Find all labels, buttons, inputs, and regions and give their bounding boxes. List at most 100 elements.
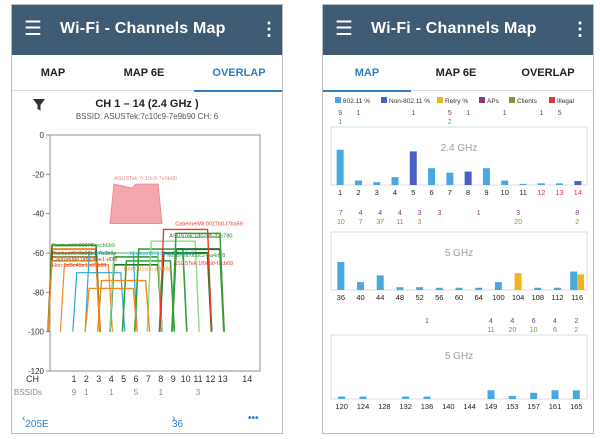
tab-overlap[interactable]: OVERLAP xyxy=(194,55,282,92)
client-count: 37 xyxy=(376,219,384,226)
ap-count: 4 xyxy=(398,210,402,217)
channel-label: 5 xyxy=(411,188,415,197)
channel-bar xyxy=(556,183,564,185)
channel-bar xyxy=(577,274,585,290)
network-label: ASUSTek:7c10c9-7e9b90 xyxy=(114,176,177,182)
more-options-icon[interactable]: ⋮ xyxy=(260,19,278,39)
channel-bar xyxy=(537,183,545,185)
ap-count: 1 xyxy=(539,110,543,117)
channel-curve xyxy=(72,272,126,332)
channel-label: 6 xyxy=(429,188,433,197)
channel-bar xyxy=(501,180,509,185)
client-count: 6 xyxy=(553,327,557,334)
channel-label: 161 xyxy=(549,402,562,411)
legend-label: Retry % xyxy=(445,98,468,105)
legend-swatch xyxy=(437,97,443,103)
channel-bar xyxy=(553,287,561,290)
channel-label: 108 xyxy=(532,293,545,302)
channel-bar xyxy=(338,396,346,399)
legend-label: Illegal xyxy=(557,98,575,105)
more-options-icon[interactable]: ⋮ xyxy=(571,19,589,39)
legend-swatch xyxy=(509,97,515,103)
channel-bar xyxy=(534,287,542,290)
channel-curve xyxy=(47,260,101,332)
channel-bar xyxy=(570,271,578,290)
channel-bar xyxy=(435,287,443,290)
prev-range-label: 205E – 233E xyxy=(25,419,49,433)
app-title: Wi-Fi - Channels Map xyxy=(371,20,537,37)
tab-map[interactable]: MAP xyxy=(12,55,94,91)
client-count: 20 xyxy=(508,327,516,334)
overlap-chart[interactable]: 0 -20 -40 -60 -80 -100 -120 ASUSTek:7c10c9-7e9b… xyxy=(12,123,283,413)
next-range-button[interactable]: 36 – 64 › xyxy=(172,413,183,433)
channel-label: 14 xyxy=(574,188,582,197)
channel-bar xyxy=(494,282,502,290)
filter-icon[interactable] xyxy=(32,98,46,112)
channel-bar xyxy=(464,171,472,185)
bssid-count: 3 xyxy=(196,388,201,397)
network-label: ASUSTek:1d070b-d2c780 xyxy=(169,233,232,239)
more-ranges-button[interactable]: ••• xyxy=(248,413,259,424)
x-tick-label: 10 xyxy=(181,374,191,384)
channel-bar xyxy=(455,287,463,290)
channel-label: 12 xyxy=(537,188,545,197)
tab-overlap-label: OVERLAP xyxy=(521,67,575,79)
chart-legend: 802.11 % Non-802.11 % Retry % APs Clients Ill… xyxy=(335,97,575,105)
ap-count: 8 xyxy=(575,210,579,217)
channel-bar xyxy=(519,183,527,185)
channel-curve xyxy=(109,252,163,332)
network-label: CaptureMe:0d5c45e1-d0f8 xyxy=(52,257,117,263)
tab-map-6e[interactable]: MAP 6E xyxy=(94,55,194,91)
channel-bar xyxy=(376,275,384,290)
channel-bar xyxy=(487,390,495,399)
x-tick-label: 12 xyxy=(205,374,215,384)
network-label: RuckusWi:9d2ab9-0bc8d8 xyxy=(130,251,195,257)
channel-curve xyxy=(146,240,200,332)
channel-label: 116 xyxy=(571,293,583,302)
channel-label: 48 xyxy=(396,293,404,302)
channel-curve xyxy=(84,252,138,332)
y-tick-label: -40 xyxy=(32,210,44,219)
ap-count: 5 xyxy=(448,110,452,117)
tab-map-6e[interactable]: MAP 6E xyxy=(411,55,501,91)
bssid-count: 9 xyxy=(72,388,77,397)
channel-label: 100 xyxy=(492,293,505,302)
network-label: RuckusWi:0b08b1:7b3b9e xyxy=(52,251,117,257)
channel-range-title: CH 1 – 14 (2.4 GHz ) xyxy=(95,98,199,110)
channel-label: 44 xyxy=(376,293,384,302)
app-bar: ☰ Wi-Fi - Channels Map ⋮ xyxy=(323,5,593,55)
channel-label: 4 xyxy=(393,188,397,197)
network-label: Hon:0d1c0c-a8f888 xyxy=(124,267,172,273)
prev-range-button[interactable]: ‹ 205E – 233E xyxy=(22,413,49,433)
client-count: 1 xyxy=(338,119,342,126)
channel-label: 11 xyxy=(519,188,527,197)
tab-map-label: MAP xyxy=(354,67,380,79)
channel-label: 140 xyxy=(442,402,455,411)
hamburger-menu-icon[interactable]: ☰ xyxy=(24,18,42,40)
y-tick-label: -100 xyxy=(28,328,45,337)
bssid-count: 1 xyxy=(159,388,164,397)
network-label: RuckusWi:0037f5-ecb6b9 xyxy=(52,243,115,249)
channel-curve xyxy=(96,279,151,332)
band-plot-area xyxy=(330,231,588,291)
channel-bar xyxy=(482,168,490,185)
channel-label: 124 xyxy=(357,402,370,411)
band-label: 5 GHz xyxy=(445,248,473,259)
overlap-screen: ☰ Wi-Fi - Channels Map ⋮ MAP MAP 6E OVER… xyxy=(11,4,283,434)
channel-bar xyxy=(551,390,559,399)
x-tick-label: 3 xyxy=(96,374,101,384)
x-tick-label: 5 xyxy=(121,374,126,384)
ap-count: 3 xyxy=(516,210,520,217)
channel-bar xyxy=(475,287,483,290)
tab-overlap[interactable]: OVERLAP xyxy=(501,55,593,91)
client-count: 2 xyxy=(575,219,579,226)
tab-map[interactable]: MAP xyxy=(323,55,411,92)
hamburger-menu-icon[interactable]: ☰ xyxy=(335,18,353,40)
channel-label: 136 xyxy=(421,402,434,411)
channel-bar xyxy=(354,180,362,185)
ap-count: 1 xyxy=(411,110,415,117)
channel-bar xyxy=(446,172,454,185)
channel-label: 157 xyxy=(527,402,540,411)
x-tick-label: 6 xyxy=(133,374,138,384)
